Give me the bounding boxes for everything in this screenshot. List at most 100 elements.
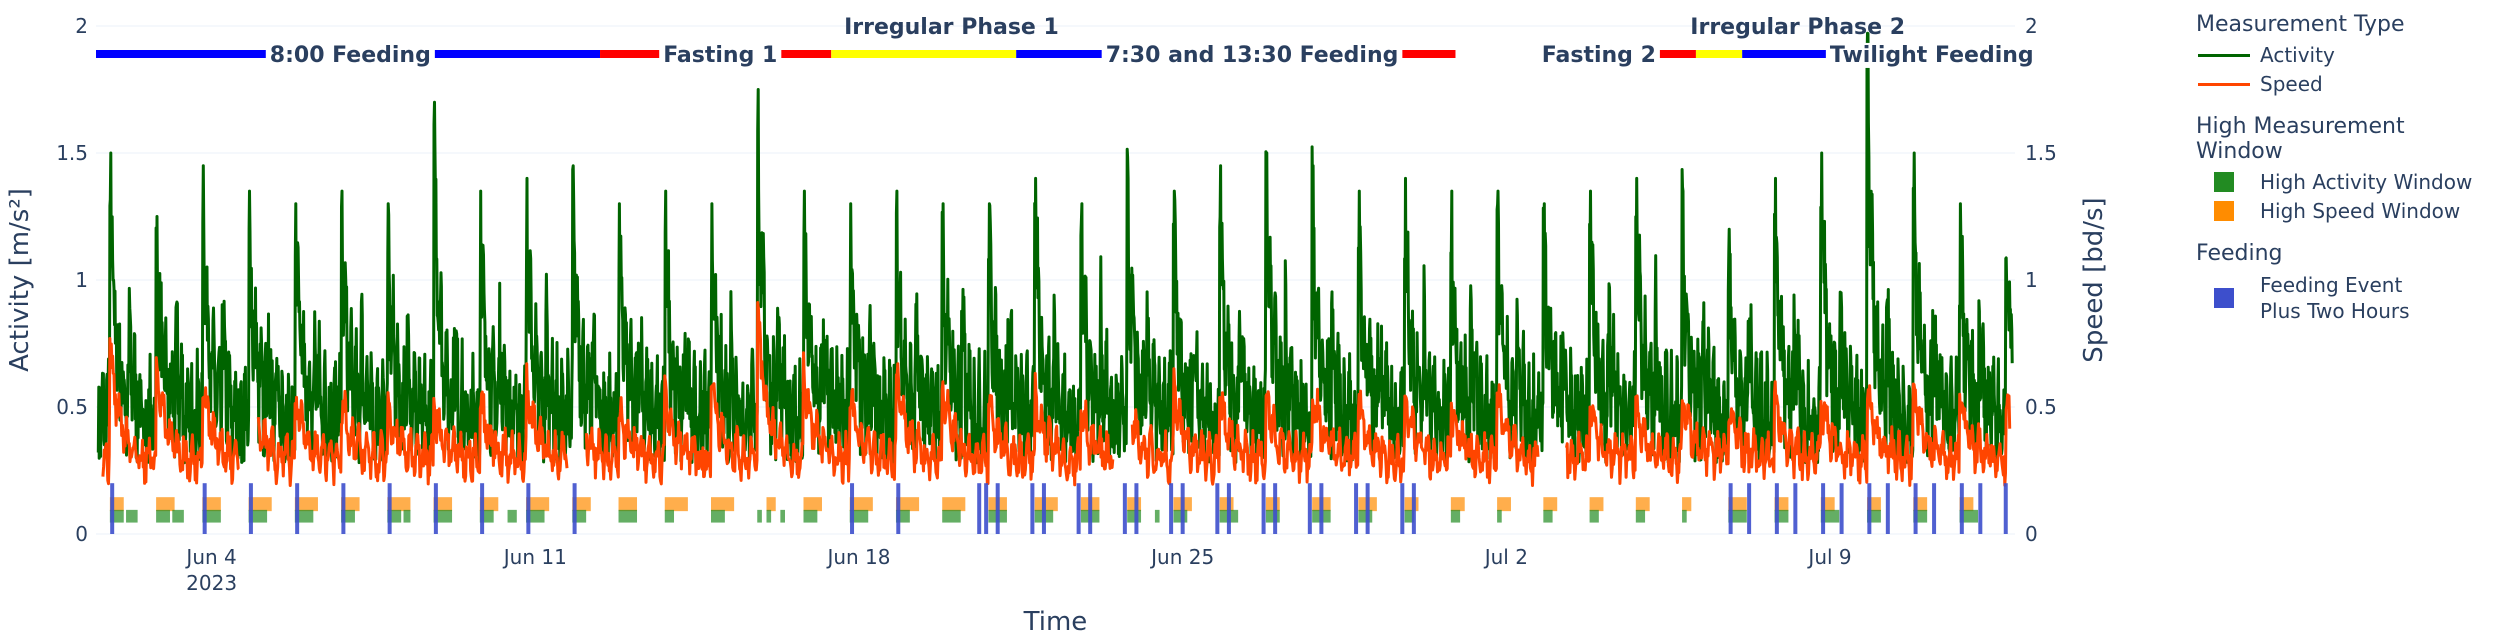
high-speed-window-bar <box>202 497 221 512</box>
high-activity-swatch <box>2214 172 2234 192</box>
high-speed-window-bar <box>1728 497 1747 512</box>
feeding-event-bar <box>1959 483 1964 534</box>
feeding-event-bar <box>995 483 1000 534</box>
speed-series-line <box>101 337 240 486</box>
high-activity-window-bar <box>1404 509 1414 523</box>
high-activity-window-bar <box>1358 509 1373 523</box>
high-speed-window-bar <box>156 497 175 512</box>
high-speed-window-bar <box>711 497 735 512</box>
high-activity-window-bar <box>1959 509 1979 523</box>
feeding-event-bar <box>1774 483 1779 534</box>
speed-line-swatch <box>2198 82 2250 86</box>
speed-series-line <box>1130 367 1540 487</box>
feeding-event-bar <box>896 483 901 534</box>
high-activity-window-bar <box>1589 509 1599 523</box>
high-speed-window-bar <box>1127 497 1142 512</box>
high-activity-window-bar <box>803 509 818 523</box>
high-activity-window-bar <box>172 509 184 523</box>
legend-item-high-activity[interactable]: High Activity Window <box>2196 170 2496 194</box>
high-speed-window-bar <box>479 497 499 512</box>
phase-label: Fasting 2 <box>1542 43 1656 68</box>
feeding-event-bar <box>341 483 346 534</box>
high-activity-window-bar <box>433 509 453 523</box>
x-tick-label: Jun 25 <box>1149 545 1214 569</box>
feeding-event-bar <box>1793 483 1798 534</box>
speed-series-line <box>1565 380 2012 487</box>
high-speed-window-bar <box>341 497 360 512</box>
legend-label: Activity <box>2260 43 2335 67</box>
high-speed-window-bar <box>1543 497 1558 512</box>
feeding-event-bar <box>1839 483 1844 534</box>
feeding-event-bar <box>1180 483 1185 534</box>
high-activity-window-bar <box>1173 509 1188 523</box>
high-activity-window-bar <box>942 509 961 523</box>
high-speed-window-bar <box>849 497 873 512</box>
high-activity-window-bar <box>126 509 138 523</box>
legend: Measurement Type Activity Speed High Mea… <box>2196 12 2496 342</box>
y-left-tick-label: 0.5 <box>56 395 88 419</box>
feeding-event-bar <box>1821 483 1826 534</box>
y-right-tick-label: 1 <box>2025 268 2038 292</box>
feeding-event-bar <box>433 483 438 534</box>
high-speed-window-bar <box>1404 497 1419 512</box>
feeding-event-bar <box>1215 483 1220 534</box>
legend-group-title: Feeding <box>2196 241 2283 266</box>
high-speed-window-bar <box>803 497 822 512</box>
feeding-event-bar <box>1411 483 1416 534</box>
high-activity-window-bar <box>711 509 725 523</box>
legend-item-activity[interactable]: Activity <box>2196 43 2496 67</box>
speed-series-line <box>256 362 569 487</box>
phase-label: 8:00 Feeding <box>270 43 431 68</box>
high-activity-window-bar <box>664 509 675 523</box>
activity-series-line <box>96 31 2014 465</box>
feeding-event-bar <box>1226 483 1231 534</box>
legend-label: Feeding Event Plus Two Hours <box>2260 273 2410 323</box>
high-speed-window-bar <box>942 497 966 512</box>
high-activity-window-bar <box>1450 509 1461 523</box>
phase-label: Irregular Phase 2 <box>1690 15 1905 40</box>
high-speed-window-bar <box>1682 497 1692 512</box>
feeding-event-bar <box>248 483 253 534</box>
y-right-tick-label: 1.5 <box>2025 141 2057 165</box>
feeding-event-bar <box>1400 483 1405 534</box>
high-speed-window-bar <box>1497 497 1511 512</box>
feeding-event-bar <box>1365 483 1370 534</box>
legend-group-title: High Measurement Window <box>2196 114 2405 164</box>
feeding-event-bar <box>202 483 207 534</box>
phase-label: Twilight Feeding <box>1830 43 2034 68</box>
high-speed-window-bar <box>526 497 550 512</box>
legend-label: High Speed Window <box>2260 199 2461 223</box>
high-activity-window-bar <box>294 509 314 523</box>
legend-item-feeding-event[interactable]: Feeding Event Plus Two Hours <box>2196 272 2496 324</box>
x-axis-title: Time <box>1023 607 1088 635</box>
legend-item-speed[interactable]: Speed <box>2196 72 2496 96</box>
feeding-event-bar <box>1122 483 1127 534</box>
high-activity-window-bar <box>780 509 785 523</box>
feeding-event-bar <box>1354 483 1359 534</box>
feeding-event-bar <box>1261 483 1266 534</box>
feeding-event-bar <box>1747 483 1752 534</box>
high-speed-window-bar <box>618 497 638 512</box>
legend-group-feeding: Feeding Feeding Event Plus Two Hours <box>2196 241 2496 324</box>
feeding-event-bar <box>984 483 989 534</box>
feeding-event-bar <box>1088 483 1093 534</box>
feeding-event-bar <box>1319 483 1324 534</box>
y-left-tick-label: 1.5 <box>56 141 88 165</box>
x-tick-label: Jul 9 <box>1806 545 1851 569</box>
feeding-event-bar <box>110 483 115 534</box>
y-right-tick-label: 0.5 <box>2025 395 2057 419</box>
feeding-event-bar <box>850 483 855 534</box>
legend-group-title: Measurement Type <box>2196 12 2405 37</box>
feeding-event-bar <box>1885 483 1890 534</box>
high-activity-window-bar <box>1820 509 1840 523</box>
phase-label-background <box>659 42 782 68</box>
high-activity-window-bar <box>202 509 221 523</box>
feeding-event-bar <box>480 483 485 534</box>
feeding-event-bar <box>977 483 982 534</box>
legend-item-high-speed[interactable]: High Speed Window <box>2196 199 2496 223</box>
high-speed-window-bar <box>1265 497 1280 512</box>
feeding-event-bar <box>1867 483 1872 534</box>
high-activity-window-bar <box>1497 509 1502 523</box>
high-speed-window-bar <box>387 497 411 512</box>
phase-label: 7:30 and 13:30 Feeding <box>1106 43 1399 68</box>
